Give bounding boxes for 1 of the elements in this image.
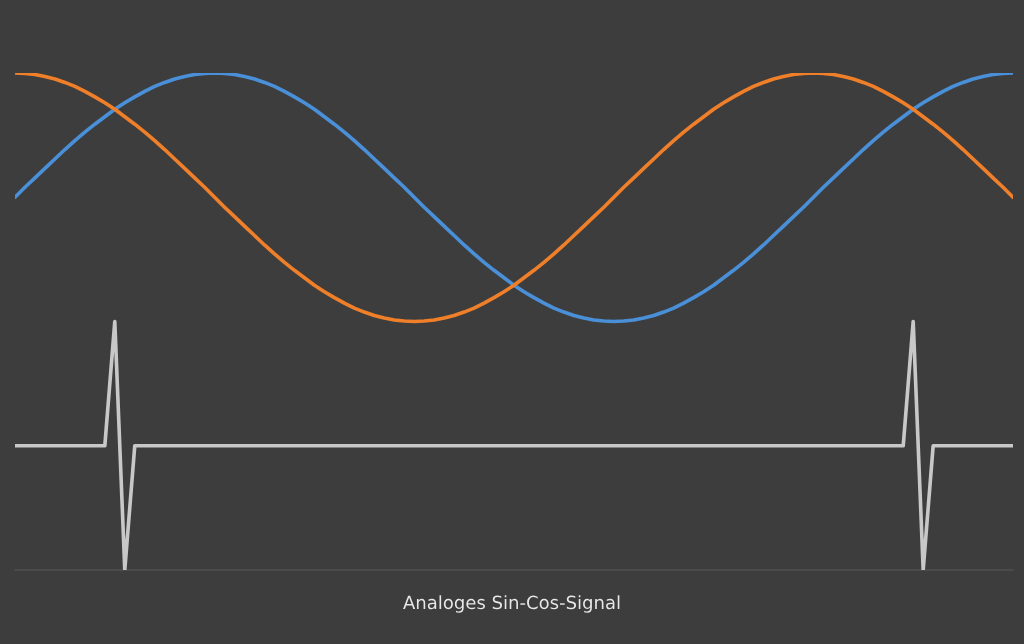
text: Analoges Sin-Cos-Signal bbox=[403, 595, 620, 613]
